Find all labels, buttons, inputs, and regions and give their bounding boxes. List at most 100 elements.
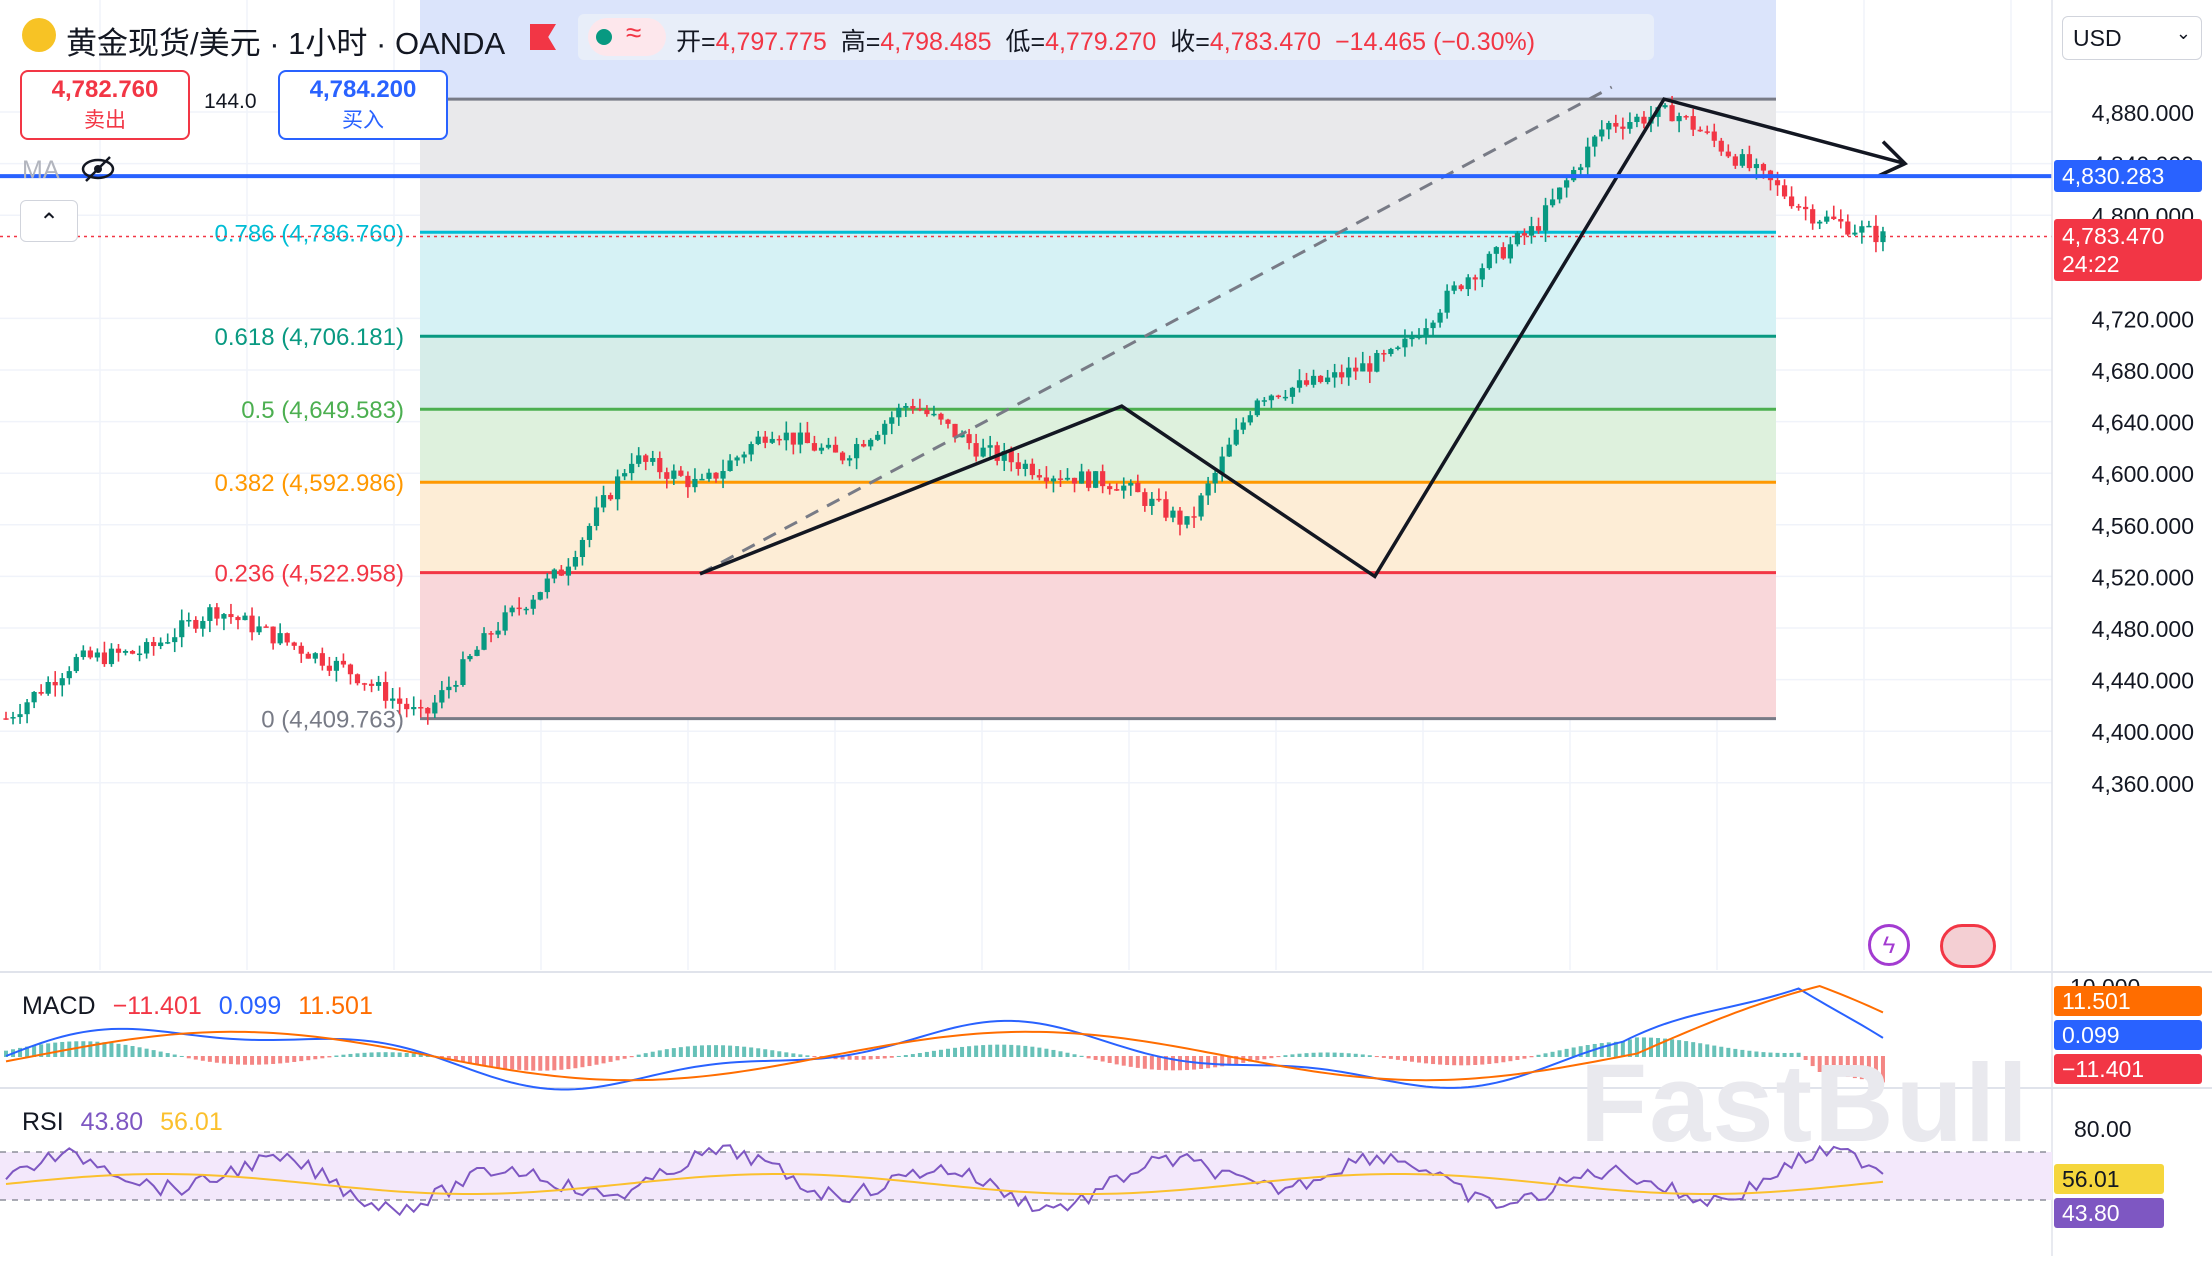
candle-body (755, 436, 761, 445)
candle-body (811, 443, 818, 451)
macd-histogram-bar (313, 1056, 318, 1060)
macd-histogram-bar (1367, 1055, 1372, 1057)
fib-level-label: 0.618 (4,706.181) (215, 324, 404, 351)
macd-histogram-bar (763, 1049, 768, 1057)
macd-histogram-bar (974, 1045, 979, 1057)
symbol-title[interactable]: 黄金现货/美元 · 1小时 · OANDA (66, 26, 506, 61)
fib-level-label: 0.382 (4,592.986) (215, 470, 404, 497)
fib-level-label: 0.236 (4,522.958) (215, 561, 404, 588)
candle-body (1212, 472, 1218, 484)
candle-body (790, 432, 796, 445)
macd-histogram-bar (1283, 1055, 1288, 1057)
candle-body (1107, 486, 1113, 490)
macd-histogram-bar (699, 1045, 704, 1057)
candle-body (404, 703, 410, 710)
macd-histogram-bar (1508, 1056, 1513, 1062)
macd-histogram-bar (1297, 1053, 1302, 1057)
macd-histogram-bar (1698, 1043, 1703, 1057)
macd-histogram-bar (467, 1056, 472, 1064)
currency-value: USD (2073, 25, 2122, 51)
macd-histogram-bar (376, 1052, 381, 1057)
macd-histogram-bar (1332, 1052, 1337, 1057)
sell-button[interactable]: 4,782.760 卖出 (20, 70, 190, 140)
macd-histogram-bar (931, 1050, 936, 1057)
candle-body (643, 455, 649, 462)
macd-histogram-bar (1170, 1056, 1175, 1071)
candle-body (122, 650, 129, 653)
us-flag-event-icon[interactable] (1940, 924, 1996, 968)
candle-body (1788, 196, 1795, 207)
macd-histogram-bar (840, 1056, 845, 1060)
candle-body (903, 406, 909, 408)
ma-indicator-label[interactable]: MA (22, 156, 60, 184)
candle-body (1395, 347, 1401, 349)
candle-body (804, 432, 811, 444)
macd-histogram-bar (1185, 1056, 1190, 1071)
fib-zone (420, 572, 1776, 719)
rsi-legend[interactable]: RSI 43.80 56.01 (22, 1108, 223, 1137)
macd-histogram-bar (671, 1048, 676, 1057)
macd-histogram-bar (1803, 1056, 1808, 1060)
candle-body (846, 458, 853, 461)
macd-histogram-bar (903, 1055, 908, 1057)
macd-histogram-bar (1627, 1039, 1632, 1057)
candle-body (375, 682, 382, 686)
macd-histogram-bar (1135, 1056, 1140, 1068)
candle-body (502, 612, 508, 631)
candle-body (924, 409, 930, 415)
candle-body (165, 642, 171, 644)
macd-histogram-bar (566, 1056, 571, 1070)
candle-body (291, 642, 297, 646)
candle-body (411, 707, 417, 710)
candle-body (453, 684, 459, 687)
y-axis-tick-label: 4,600.000 (2092, 461, 2194, 487)
macd-histogram-bar (4, 1050, 8, 1057)
eye-hidden-icon[interactable] (80, 154, 116, 184)
currency-select[interactable]: USD ⌄ (2062, 16, 2202, 60)
macd-legend[interactable]: MACD −11.401 0.099 11.501 (22, 992, 373, 1021)
candle-body (1472, 277, 1478, 280)
macd-histogram-bar (1213, 1056, 1218, 1068)
candle-body (699, 478, 705, 481)
candle-body (579, 539, 586, 558)
candle-body (1556, 187, 1563, 200)
macd-histogram-bar (643, 1053, 648, 1057)
candle-body (650, 457, 656, 462)
candle-body (193, 619, 199, 629)
macd-histogram-bar (1431, 1056, 1436, 1065)
macd-histogram-bar (1388, 1056, 1393, 1059)
lightning-icon[interactable]: ϟ (1868, 924, 1910, 966)
candle-body (305, 653, 311, 659)
macd-histogram-bar (1873, 1056, 1878, 1082)
macd-histogram-bar (1831, 1056, 1836, 1075)
candle-body (1690, 116, 1696, 130)
macd-histogram-bar (1515, 1056, 1520, 1060)
macd-histogram-bar (25, 1046, 30, 1057)
candle-body (1549, 199, 1556, 206)
macd-histogram-bar (453, 1056, 458, 1061)
macd-histogram-bar (482, 1056, 487, 1066)
macd-histogram-bar (798, 1054, 803, 1057)
candle-body (488, 633, 494, 635)
candle-body (439, 690, 445, 703)
candle-body (1641, 116, 1647, 124)
buy-button[interactable]: 4,784.200 买入 (278, 70, 448, 140)
macd-histogram-bar (81, 1041, 86, 1057)
sell-price: 4,782.760 (51, 76, 159, 103)
candle-body (284, 633, 290, 643)
macd-histogram-bar (186, 1056, 191, 1059)
macd-histogram-bar (1775, 1052, 1780, 1057)
candle-body (586, 525, 593, 540)
macd-histogram-bar (144, 1048, 149, 1057)
candle-body (1831, 216, 1837, 220)
ohlc-values: 开=4,797.775 高=4,798.485 低=4,779.270 收=4,… (676, 28, 1536, 56)
macd-histogram-bar (1417, 1056, 1421, 1063)
candle-body (1542, 205, 1549, 231)
macd-histogram-bar (1571, 1047, 1576, 1057)
candle-body (959, 434, 965, 438)
macd-histogram-bar (1670, 1039, 1675, 1057)
collapse-chevron-button[interactable]: ⌃ (20, 200, 78, 242)
macd-histogram-bar (1318, 1052, 1323, 1057)
macd-histogram-bar (193, 1056, 198, 1060)
